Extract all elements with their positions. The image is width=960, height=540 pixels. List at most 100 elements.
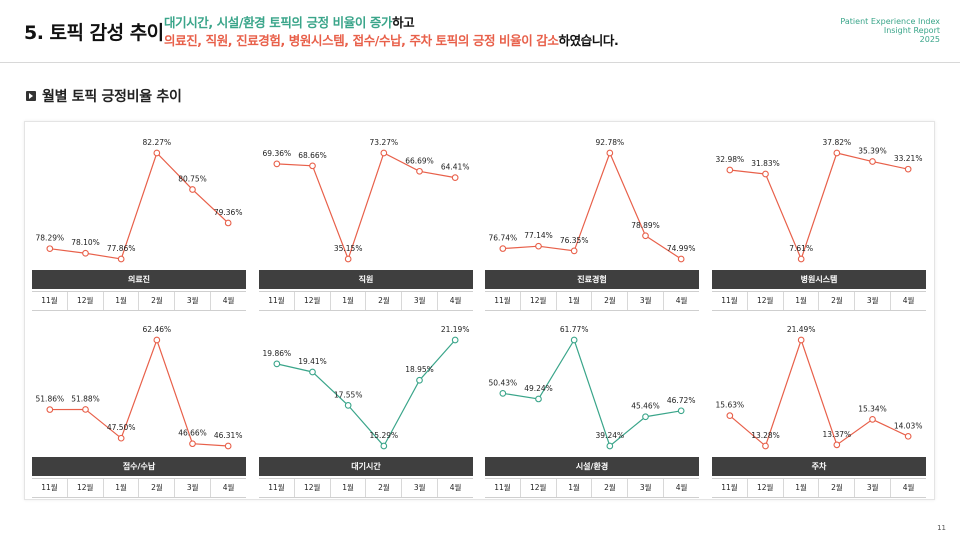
x-tick-label: 2월: [592, 479, 629, 497]
x-axis: 11월 12월 1월 2월 3월 4월: [259, 478, 473, 498]
x-tick-label: 12월: [748, 292, 784, 310]
x-tick-label: 11월: [259, 479, 295, 497]
x-axis: 11월 12월 1월 2월 3월 4월: [712, 291, 926, 311]
data-label: 80.75%: [178, 175, 207, 184]
x-tick-label: 4월: [902, 296, 915, 305]
data-label: 46.31%: [214, 431, 243, 440]
x-tick-label: 12월: [68, 292, 104, 310]
data-label: 76.35%: [560, 236, 589, 245]
data-point: [344, 402, 352, 409]
data-point: [606, 149, 614, 157]
x-tick-label: 3월: [855, 479, 892, 497]
subtitle-decrease-text: 의료진, 직원, 진료경험, 병원시스템, 접수/수납, 주차 토픽의 긍정 비…: [164, 33, 559, 48]
x-tick-label: 3월: [402, 479, 439, 497]
line-chart: 19.86% 19.41% 17.55% 15.29% 18.95% 21.19%: [263, 325, 469, 450]
data-label: 49.24%: [524, 384, 553, 393]
x-tick-label: 12월: [295, 292, 331, 310]
data-point: [677, 407, 685, 415]
data-point: [833, 441, 841, 449]
series-line: [49, 338, 229, 447]
header-divider: [0, 62, 960, 63]
x-tick-label: 11월: [712, 292, 748, 310]
data-label: 73.27%: [370, 138, 399, 147]
x-tick-label: 12월: [68, 479, 104, 497]
x-tick-label: 11월: [485, 292, 521, 310]
x-tick-label: 2월: [819, 479, 856, 497]
data-label: 21.49%: [787, 325, 816, 334]
x-tick-label: 4월: [675, 296, 688, 305]
data-label: 68.66%: [298, 151, 327, 160]
subtitle-end-text: 하였습니다.: [558, 33, 619, 48]
data-label: 51.88%: [71, 394, 100, 403]
data-label: 13.37%: [823, 430, 852, 439]
brand-line-1: Patient Experience Index: [840, 17, 940, 26]
data-point: [677, 255, 685, 263]
section-title: 월별 토픽 긍정비율 추이: [42, 89, 182, 105]
x-tick-label: 12월: [521, 479, 557, 497]
data-point: [153, 336, 161, 344]
x-tick-label: 1월: [104, 479, 140, 497]
brand-line-3: 2025: [919, 35, 940, 44]
x-axis: 11월 12월 1월 2월 3월 4월: [32, 291, 246, 311]
data-label: 31.83%: [751, 159, 780, 168]
x-tick-label: 4월: [902, 483, 915, 492]
x-tick-label: 12월: [521, 292, 557, 310]
data-point: [869, 416, 876, 423]
series-line: [276, 152, 456, 261]
chart-title: 시설/환경: [485, 457, 699, 476]
x-tick-label: 1월: [557, 479, 593, 497]
data-point: [726, 412, 734, 420]
x-tick-label: 2월: [366, 292, 403, 310]
chart-title: 대기시간: [259, 457, 473, 476]
series-line: [729, 152, 909, 261]
data-point: [309, 368, 316, 376]
data-point: [46, 406, 54, 413]
page-number: 11: [937, 524, 946, 532]
data-label: 77.86%: [107, 244, 136, 253]
data-point: [762, 170, 769, 178]
data-label: 77.14%: [524, 231, 553, 240]
x-tick-label: 2월: [592, 292, 629, 310]
data-point: [797, 336, 805, 344]
x-tick-label: 12월: [295, 479, 331, 497]
x-tick-label: 1월: [331, 292, 367, 310]
data-point: [189, 440, 196, 448]
x-tick-label: 1월: [557, 292, 593, 310]
data-label: 64.41%: [441, 163, 470, 172]
data-label: 15.29%: [370, 431, 399, 440]
chart-title: 병원시스템: [712, 270, 926, 289]
data-label: 46.72%: [667, 396, 696, 405]
x-tick-label: 1월: [331, 479, 367, 497]
data-point: [380, 149, 388, 157]
data-label: 47.50%: [107, 423, 136, 432]
data-label: 37.82%: [823, 138, 852, 147]
x-tick-label: 3월: [628, 479, 665, 497]
x-tick-label: 3월: [855, 292, 892, 310]
data-point: [606, 442, 614, 450]
series-line: [49, 151, 229, 260]
line-chart: 15.63% 13.28% 21.49% 13.37% 15.34% 14.03%: [716, 325, 922, 450]
data-label: 76.74%: [489, 234, 518, 243]
data-point: [189, 186, 196, 193]
x-tick-label: 11월: [485, 479, 521, 497]
data-point: [82, 406, 89, 413]
data-label: 7.61%: [789, 244, 813, 253]
page-title: 5. 토픽 감성 추이: [24, 22, 164, 44]
report-brand: Patient Experience Index Insight Report …: [840, 17, 940, 44]
subtitle-increase-text: 대기시간, 시설/환경 토픽의 긍정 비율이 증가: [164, 15, 393, 30]
series-line: [502, 151, 682, 260]
data-point: [535, 395, 542, 403]
data-point: [499, 390, 507, 397]
x-tick-label: 2월: [139, 479, 176, 497]
data-label: 74.99%: [667, 244, 696, 253]
data-point: [833, 149, 841, 157]
data-point: [904, 432, 912, 440]
line-chart: 50.43% 49.24% 61.77% 39.24% 45.46% 46.72%: [489, 325, 696, 450]
x-tick-label: 1월: [784, 292, 820, 310]
data-label: 15.63%: [716, 401, 745, 410]
data-point: [642, 413, 649, 421]
x-tick-label: 4월: [675, 483, 688, 492]
data-point: [451, 336, 459, 344]
data-label: 35.39%: [858, 147, 887, 156]
data-point: [344, 255, 352, 263]
